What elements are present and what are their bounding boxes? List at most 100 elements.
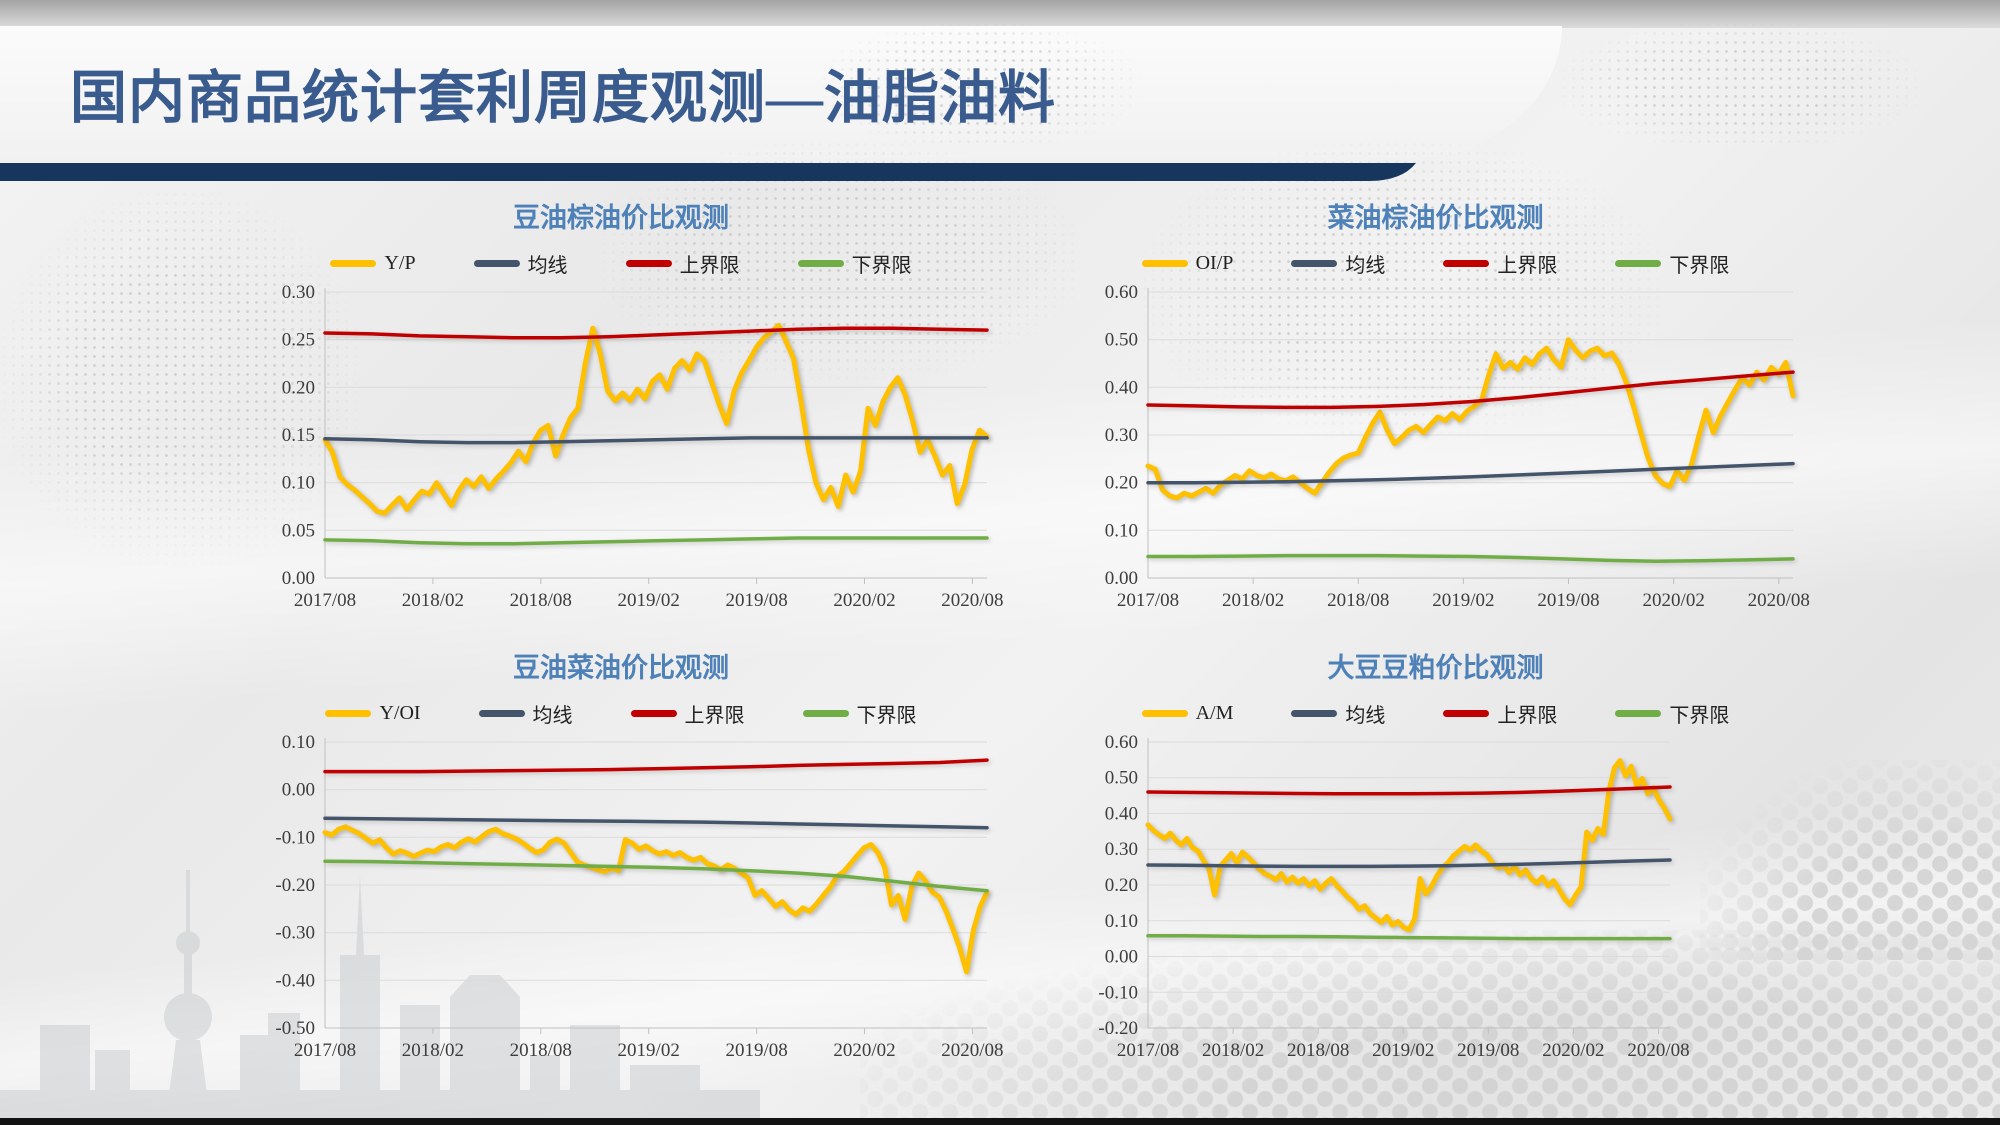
x-tick-label: 2018/02 [402,590,464,611]
legend-item-upper: 上界限 [625,249,740,278]
y-tick-label: 0.15 [282,425,315,446]
legend-swatch-lower [797,259,844,267]
slide-title: 国内商品统计套利周度观测—油脂油料 [70,67,1056,130]
legend-swatch-upper [1443,709,1490,717]
legend-label-lower: 下界限 [856,704,917,727]
chart-title: 菜油棕油价比观测 [1327,203,1544,233]
chart-legend: Y/OI 均线 上界限 下界限 [241,694,1001,732]
legend-item-lower: 下界限 [1615,249,1729,278]
hexagon-pattern [860,930,2000,1120]
title-underline-shape [0,163,1416,181]
legend-label-main: OI/P [1195,251,1234,274]
x-tick-label: 2019/08 [725,590,787,611]
legend-label-upper: 上界限 [679,254,740,277]
legend-label-mean: 均线 [532,704,573,727]
legend-label-mean: 均线 [1345,704,1386,727]
legend-label-upper: 上界限 [684,704,745,727]
bottom-edge-strip [0,1118,2000,1125]
legend-label-upper: 上界限 [1497,254,1558,277]
series-line-lower [323,536,989,546]
y-tick-label: -0.20 [1098,1018,1138,1039]
legend-swatch-main [1141,259,1188,267]
legend-swatch-lower [1615,259,1662,267]
legend-item-upper: 上界限 [630,699,745,728]
legend-item-lower: 下界限 [802,699,917,728]
x-tick-label: 2018/02 [1202,1040,1264,1061]
legend-item-mean: 均线 [1291,699,1385,728]
legend-item-main: OI/P [1141,251,1234,275]
series-line-main [322,322,990,516]
chart-plot: 0.10 0.00 -0.10 -0.20 -0.30 -0.40 -0.502017/08… [275,732,1003,1061]
legend-label-main: A/M [1195,701,1234,724]
x-tick-label: 2018/02 [402,1040,464,1061]
y-tick-label: 0.50 [1105,768,1138,789]
x-tick-label: 2018/08 [1287,1040,1349,1061]
x-tick-label: 2018/08 [1327,590,1389,611]
chart-legend: Y/P 均线 上界限 下界限 [241,244,1001,282]
x-tick-label: 2020/02 [833,590,895,611]
x-tick-label: 2018/08 [510,1040,572,1061]
y-tick-label: 0.40 [1105,804,1138,825]
x-tick-label: 2020/08 [1748,590,1810,611]
chart-legend: OI/P 均线 上界限 下界限 [1064,244,1807,282]
y-tick-label: 0.25 [282,330,315,351]
series-line-lower [323,859,989,893]
y-tick-label: -0.10 [275,827,315,848]
legend-swatch-lower [1615,709,1662,717]
chart-soyoil-rapeoil-ratio: 豆油菜油价比观测 Y/OI 均线 上界限 下界限 0.10 0.00 -0.10 -0.20… [241,646,1003,1066]
y-tick-label: -0.20 [275,875,315,896]
y-tick-label: 0.00 [1105,947,1138,968]
y-tick-label: 0.60 [1105,282,1138,303]
x-tick-label: 2018/08 [510,590,572,611]
y-tick-label: 0.10 [282,473,315,494]
series-line-main [322,824,990,975]
chart-legend: A/M 均线 上界限 下界限 [1064,694,1807,732]
y-tick-label: 0.20 [1105,875,1138,896]
x-tick-label: 2019/02 [618,590,680,611]
series-line-mean [323,436,989,445]
y-tick-label: 0.40 [1105,377,1138,398]
y-tick-label: 0.60 [1105,732,1138,753]
x-tick-label: 2020/08 [941,590,1003,611]
x-tick-label: 2020/08 [941,1040,1003,1061]
y-tick-label: 0.10 [1105,520,1138,541]
legend-item-lower: 下界限 [1615,699,1729,728]
y-tick-label: -0.30 [275,923,315,944]
legend-label-mean: 均线 [527,254,568,277]
legend-item-upper: 上界限 [1443,699,1557,728]
y-tick-label: 0.50 [1105,330,1138,351]
legend-swatch-main [330,259,377,267]
x-tick-label: 2020/08 [1627,1040,1689,1061]
legend-item-main: Y/OI [325,702,421,725]
legend-item-mean: 均线 [478,699,573,728]
legend-label-main: Y/P [384,251,416,274]
y-tick-label: 0.00 [282,780,315,801]
legend-item-mean: 均线 [1291,249,1385,278]
series-line-mean [1146,858,1672,869]
x-tick-label: 2019/08 [1457,1040,1519,1061]
x-tick-label: 2017/08 [1117,590,1179,611]
chart-soyoil-palmoil-ratio: 豆油棕油价比观测 Y/P 均线 上界限 下界限 0.30 0.25 0.20 0.15 0.1… [241,196,1004,616]
legend-item-lower: 下界限 [797,249,912,278]
series-line-lower [1146,934,1672,941]
series-line-mean [1146,461,1795,485]
series-line-upper [1146,785,1672,796]
series-line-mean [323,816,989,830]
x-tick-label: 2017/08 [294,1040,356,1061]
chart-title: 大豆豆粕价比观测 [1327,653,1544,683]
x-tick-label: 2017/08 [1117,1040,1179,1061]
series-line-main [1145,758,1673,933]
x-tick-label: 2020/02 [1643,590,1705,611]
legend-swatch-mean [473,259,520,267]
chart-title: 豆油棕油价比观测 [513,203,729,233]
legend-swatch-lower [802,709,849,717]
legend-label-lower: 下界限 [851,254,912,277]
legend-swatch-upper [630,709,677,717]
chart-soybean-soymeal-ratio: 大豆豆粕价比观测 A/M 均线 上界限 下界限 0.60 0.50 0.40 0.30 0.2… [1064,646,1729,1066]
legend-item-upper: 上界限 [1443,249,1557,278]
y-tick-label: 0.20 [1105,473,1138,494]
series-line-main [1145,337,1796,501]
legend-swatch-upper [1443,259,1490,267]
